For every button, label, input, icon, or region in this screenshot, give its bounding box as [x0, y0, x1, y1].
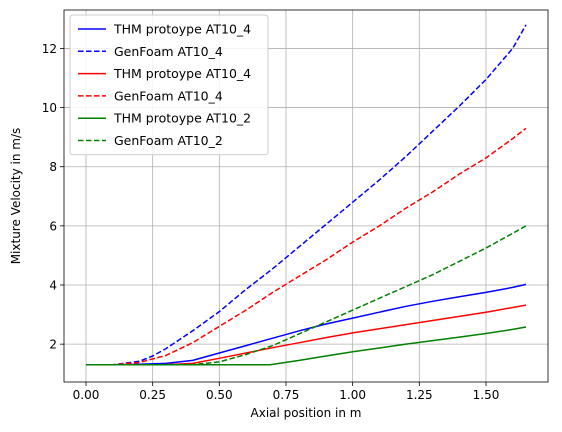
x-tick-label: 1.25 [406, 388, 433, 402]
series-line-6 [86, 225, 527, 366]
legend: THM protoype AT10_4 GenFoam AT10_4 THM pro… [69, 14, 269, 156]
y-tick-label: 4 [49, 279, 57, 293]
plot-frame [63, 9, 549, 383]
x-tick-label: 0.00 [73, 388, 100, 402]
y-tick-label: 2 [49, 338, 57, 352]
legend-label: THM protoype AT10_4 [113, 66, 251, 81]
x-axis-ticks: 0.00 0.25 0.50 0.75 1.00 1.25 1.50 [73, 382, 500, 402]
y-tick-label: 8 [49, 160, 57, 174]
x-tick-label: 1.00 [339, 388, 366, 402]
series-line-2 [86, 24, 527, 366]
series-line-4 [86, 127, 527, 366]
legend-label: GenFoam AT10_4 [114, 44, 223, 59]
legend-box [69, 14, 269, 156]
y-tick-label: 6 [49, 219, 57, 233]
x-tick-label: 0.50 [206, 388, 233, 402]
y-tick-label: 12 [42, 42, 57, 56]
x-tick-label: 1.50 [473, 388, 500, 402]
y-axis-label: Mixture Velocity in m/s [9, 128, 23, 265]
series-group [86, 24, 527, 366]
x-axis-label: Axial position in m [251, 406, 362, 420]
x-tick-label: 0.25 [139, 388, 166, 402]
legend-label: THM protoype AT10_2 [113, 111, 251, 126]
legend-label: GenFoam AT10_4 [114, 88, 223, 103]
y-tick-label: 10 [42, 101, 57, 115]
legend-label: GenFoam AT10_2 [114, 133, 223, 148]
legend-label: THM protoype AT10_4 [113, 22, 251, 37]
x-tick-label: 0.75 [273, 388, 300, 402]
series-line-5 [86, 326, 527, 366]
y-axis-ticks: 2 4 6 8 10 12 [42, 42, 64, 352]
